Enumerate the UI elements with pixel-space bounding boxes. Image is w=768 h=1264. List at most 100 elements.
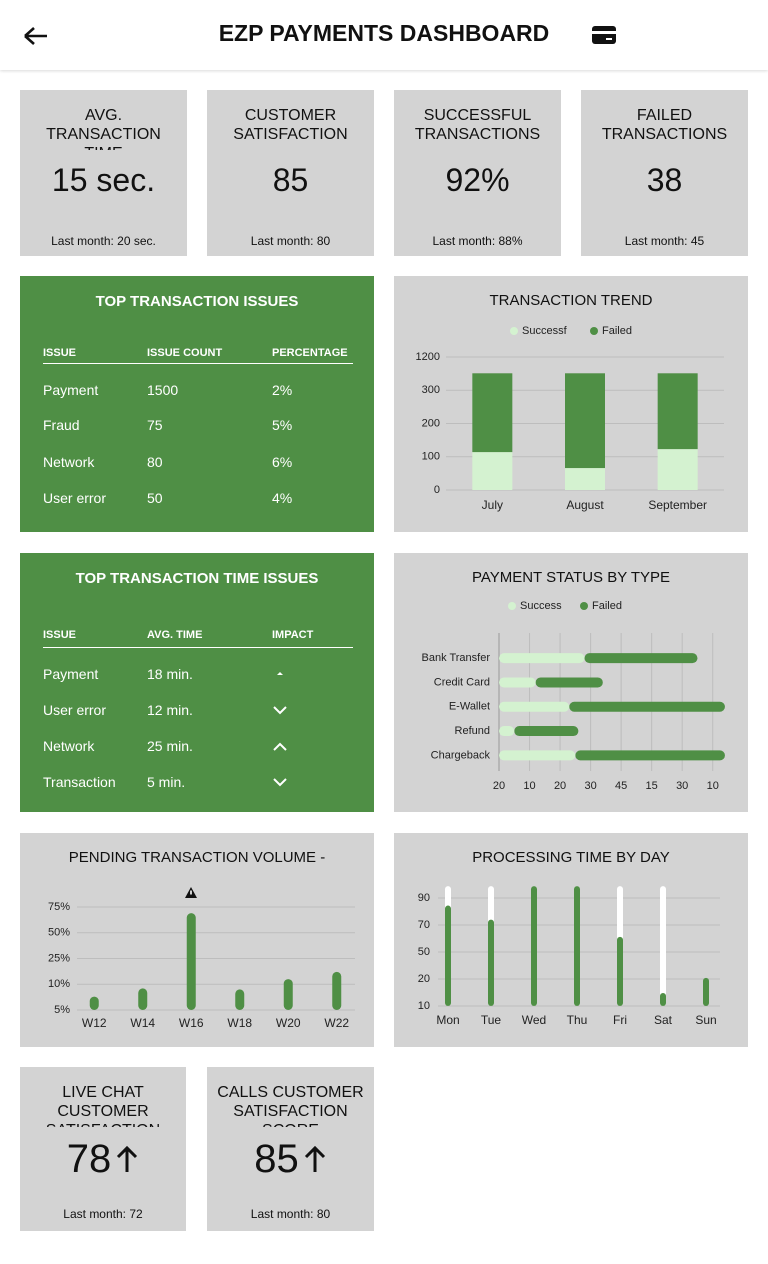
bar bbox=[283, 979, 293, 1010]
x-tick-label: Tue bbox=[481, 1013, 502, 1027]
card-icon[interactable] bbox=[591, 24, 617, 46]
up-arrow bbox=[304, 1145, 325, 1172]
chart-card: PROCESSING TIME BY DAY 10 20 50 70 90 Mon Tue We… bbox=[394, 833, 748, 1047]
y-tick-label: 0 bbox=[434, 484, 440, 496]
y-tick-label: 10 bbox=[418, 1000, 430, 1012]
kpi-value-text: 85 bbox=[272, 162, 309, 198]
x-tick-label: Sat bbox=[654, 1013, 673, 1027]
bar bbox=[472, 452, 513, 490]
cell: 2% bbox=[272, 382, 293, 398]
x-tick-label: September bbox=[648, 498, 707, 512]
legend-dot bbox=[510, 327, 518, 335]
kpi-value: 78 bbox=[20, 1137, 186, 1182]
cell: 25 min. bbox=[147, 738, 193, 754]
cell: 80 bbox=[147, 454, 163, 470]
legend-label: Failed bbox=[602, 325, 632, 337]
back-button[interactable] bbox=[22, 24, 50, 48]
bar bbox=[574, 886, 580, 1006]
cell: Network bbox=[43, 454, 95, 470]
y-tick-label: 50 bbox=[418, 946, 430, 958]
kpi-value-text: 78 bbox=[66, 1137, 112, 1181]
x-tick-label: 10 bbox=[707, 780, 719, 792]
bar bbox=[235, 989, 245, 1010]
up-arrow bbox=[117, 1145, 138, 1172]
x-tick-label: Mon bbox=[436, 1013, 459, 1027]
kpi-value: 85 bbox=[207, 162, 374, 199]
y-tick-label: 50% bbox=[48, 927, 70, 939]
x-tick-label: 10 bbox=[523, 780, 535, 792]
legend-label: Failed bbox=[592, 600, 622, 612]
header-title: EZP PAYMENTS DASHBOARD bbox=[218, 20, 550, 46]
chart: PAYMENT STATUS BY TYPE Success Failed 20 10 2… bbox=[422, 569, 725, 792]
chart-card: TRANSACTION TREND Successf Failed 0 100 200 30… bbox=[394, 276, 748, 532]
table-header: IMPACT bbox=[272, 629, 314, 641]
y-tick-label: 200 bbox=[422, 417, 440, 429]
kpi-title: CALLS CUSTOMER SATISFACTION SCORE bbox=[217, 1084, 364, 1127]
legend-label: Successf bbox=[522, 325, 568, 337]
x-tick-label: W12 bbox=[82, 1016, 107, 1030]
chart-title: TRANSACTION TREND bbox=[489, 292, 652, 309]
arrow-shape bbox=[117, 1145, 138, 1172]
bar bbox=[703, 977, 709, 1006]
y-tick-label: 90 bbox=[418, 892, 430, 904]
bar bbox=[499, 750, 576, 761]
x-tick-label: W16 bbox=[179, 1016, 204, 1030]
bar bbox=[657, 373, 698, 450]
cell: 12 min. bbox=[147, 702, 193, 718]
y-tick-label: 5% bbox=[54, 1004, 70, 1016]
bar bbox=[535, 677, 603, 688]
kpi-last-month: Last month: 88% bbox=[432, 234, 523, 248]
bar bbox=[186, 913, 196, 1010]
kpi-card: CUSTOMER SATISFACTION 85 Last month: 80 bbox=[207, 90, 374, 256]
kpi-card: FAILED TRANSACTIONS 38 Last month: 45 bbox=[581, 90, 748, 256]
x-tick-label: July bbox=[482, 498, 503, 512]
warning-mark bbox=[190, 890, 192, 895]
x-tick-label: W20 bbox=[276, 1016, 301, 1030]
cell: 50 bbox=[147, 490, 163, 506]
legend-label: Success bbox=[520, 600, 562, 612]
cell: 4% bbox=[272, 490, 293, 506]
bar bbox=[445, 905, 451, 1006]
kpi-value: 92% bbox=[394, 162, 561, 199]
chart-title: PROCESSING TIME BY DAY bbox=[472, 849, 670, 866]
kpi-value-text: 38 bbox=[646, 162, 683, 198]
divider bbox=[43, 363, 353, 364]
y-tick-label: Credit Card bbox=[434, 676, 490, 688]
bar bbox=[657, 449, 698, 490]
cell: 6% bbox=[272, 454, 293, 470]
table-title: TOP TRANSACTION ISSUES bbox=[95, 293, 299, 310]
x-tick-label: 30 bbox=[584, 780, 596, 792]
chart: TRANSACTION TREND Successf Failed 0 100 200 30… bbox=[416, 292, 724, 512]
chart-card: PAYMENT STATUS BY TYPE Success Failed 20 10 2… bbox=[394, 553, 748, 812]
x-tick-label: 20 bbox=[493, 780, 505, 792]
bar bbox=[660, 886, 666, 1006]
cell: User error bbox=[43, 490, 107, 506]
chart-card: PENDING TRANSACTION VOLUME - 5% 10% 25% 50% 7… bbox=[20, 833, 374, 1047]
bar bbox=[584, 653, 698, 664]
issues-card: TOP TRANSACTION ISSUES ISSUE ISSUE COUNT… bbox=[20, 276, 374, 532]
kpi-value: 85 bbox=[207, 1137, 374, 1182]
kpi-last-month: Last month: 72 bbox=[63, 1207, 143, 1221]
kpi-card: AVG. TRANSACTION TIME 15 sec. Last month: … bbox=[20, 90, 187, 256]
kpi-title: CUSTOMER SATISFACTION bbox=[233, 107, 348, 143]
y-tick-label: 300 bbox=[422, 384, 440, 396]
table-header: ISSUE COUNT bbox=[147, 347, 223, 359]
time-issues-card: TOP TRANSACTION TIME ISSUES ISSUE AVG. T… bbox=[20, 553, 374, 812]
kpi-value-text: 92% bbox=[445, 162, 510, 198]
x-tick-label: Fri bbox=[613, 1013, 627, 1027]
kpi-last-month: Last month: 20 sec. bbox=[51, 234, 156, 248]
chart-title: PENDING TRANSACTION VOLUME - bbox=[69, 849, 325, 866]
y-tick-label: Bank Transfer bbox=[422, 652, 491, 664]
arrow-shape bbox=[304, 1145, 325, 1172]
legend-dot bbox=[590, 327, 598, 335]
bar bbox=[531, 886, 537, 1006]
x-tick-label: 15 bbox=[646, 780, 658, 792]
kpi-last-month: Last month: 80 bbox=[250, 1207, 331, 1221]
x-tick-label: 30 bbox=[676, 780, 688, 792]
table-header: PERCENTAGE bbox=[272, 347, 348, 359]
x-tick-label: Thu bbox=[567, 1013, 588, 1027]
legend-dot bbox=[580, 602, 588, 610]
y-tick-label: 25% bbox=[48, 952, 70, 964]
bar bbox=[565, 468, 605, 490]
